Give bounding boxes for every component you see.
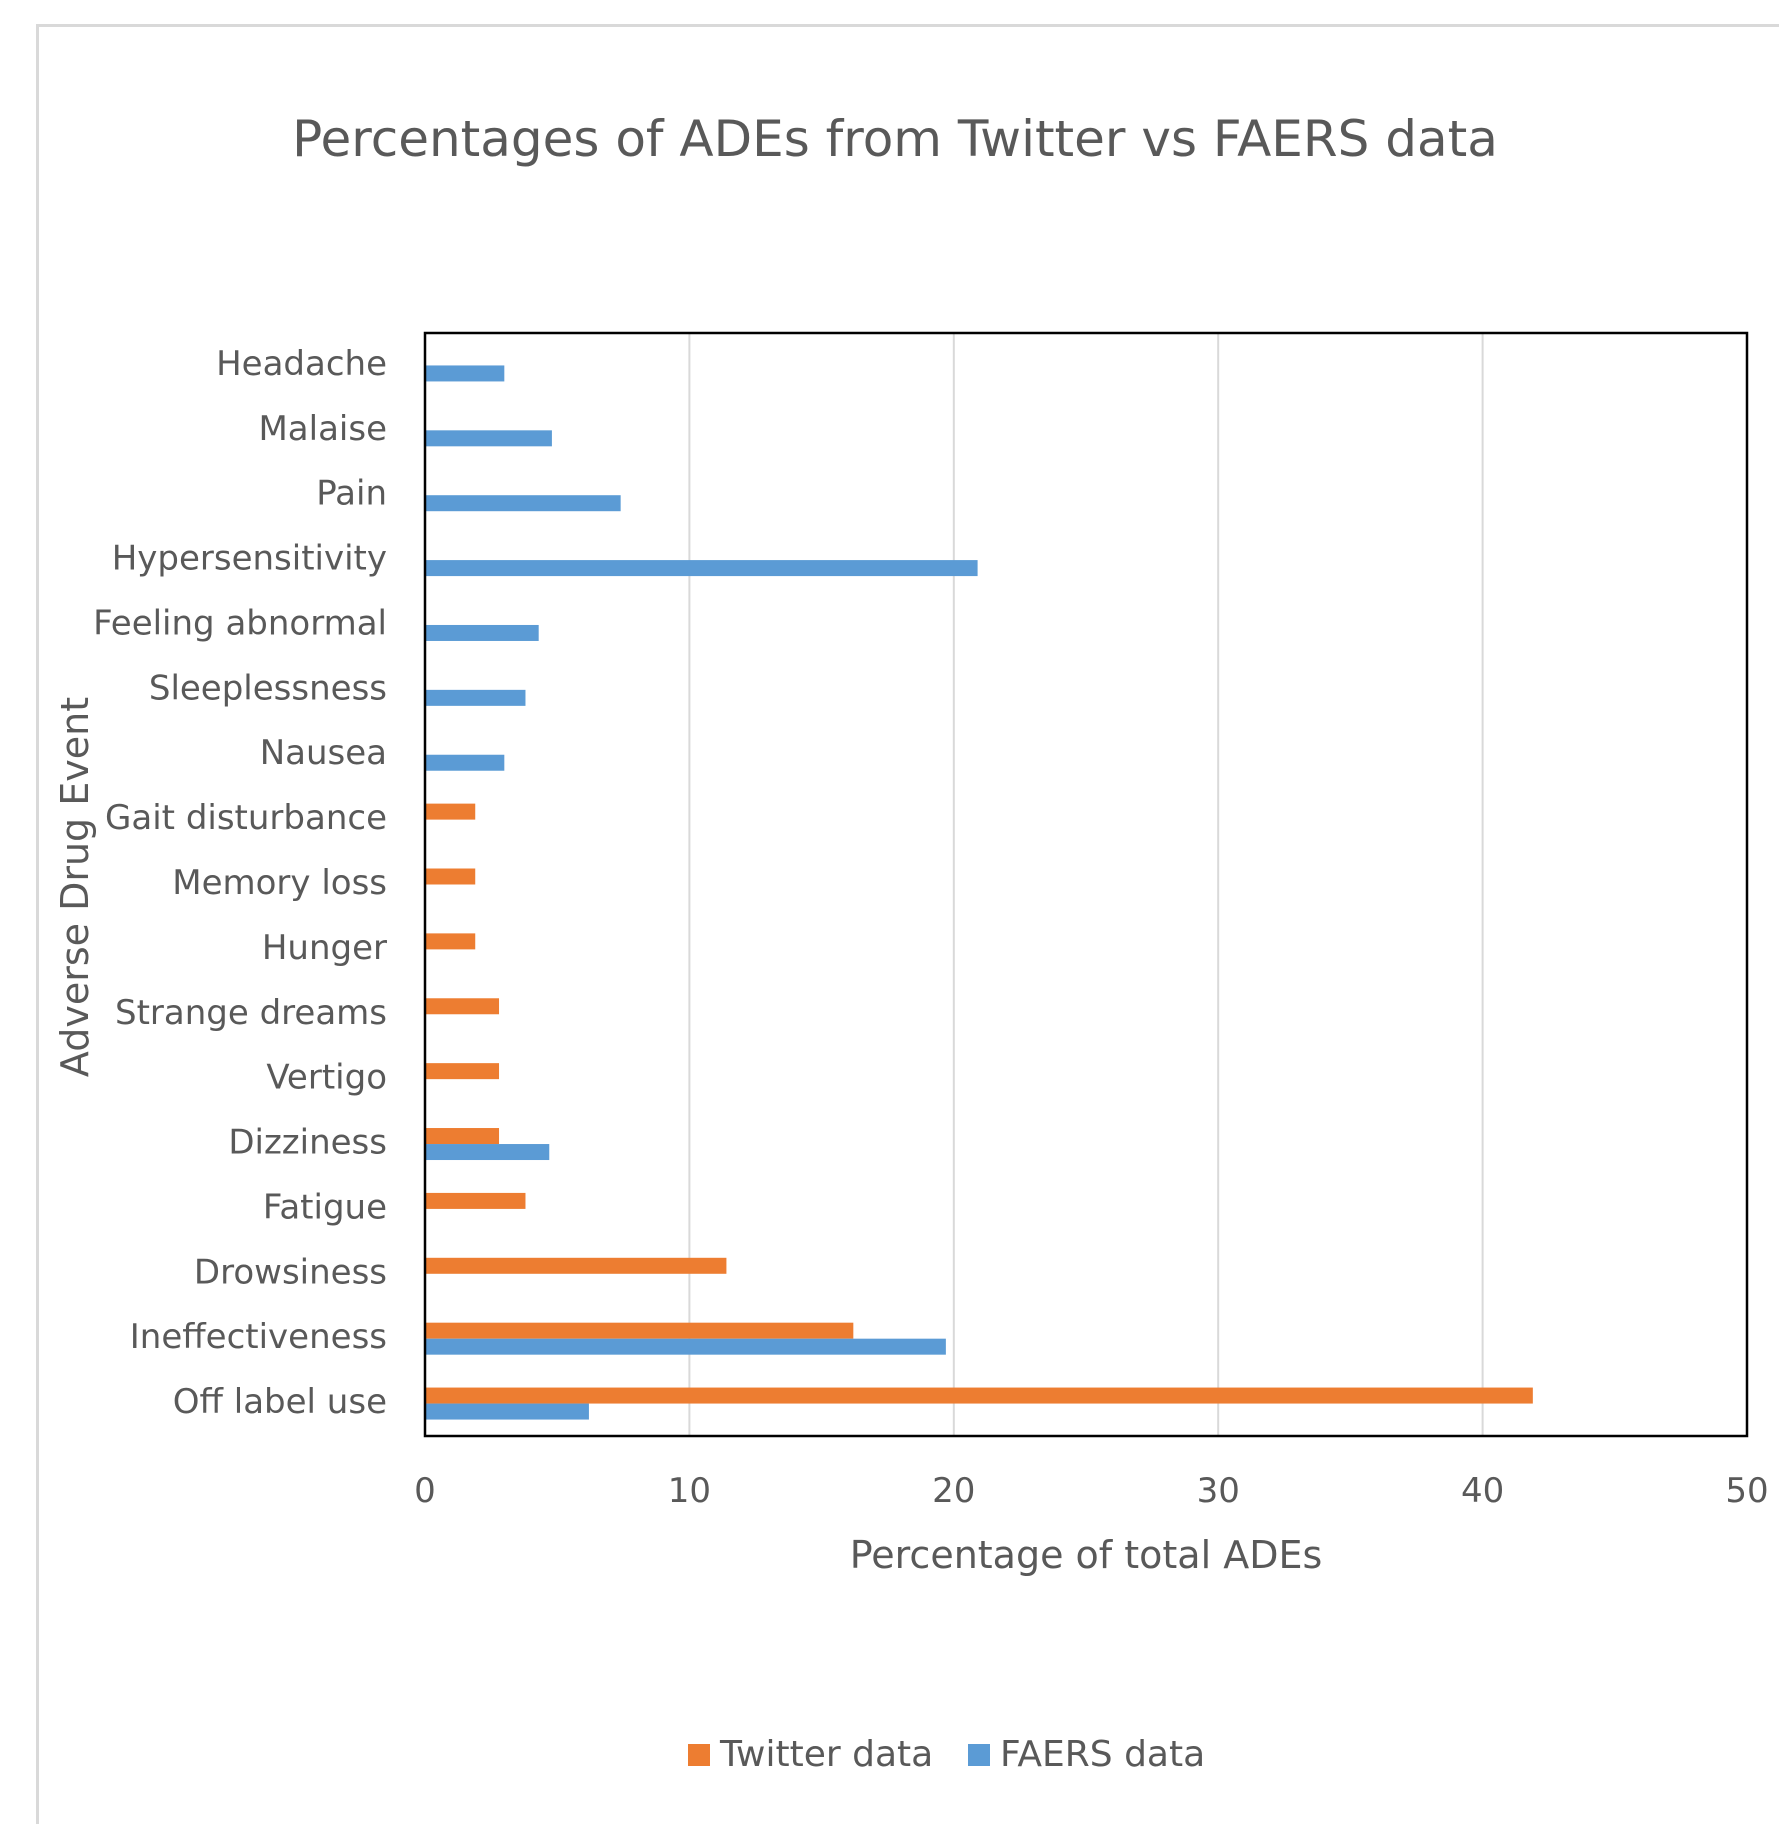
bar-faers [425,1403,589,1420]
category-label: Drowsiness [194,1252,387,1292]
plot-area-border [423,331,1749,1438]
chart-frame [36,24,1779,1824]
category-labels: Headache Malaise Pain Hypersensitivity Feeli… [93,344,387,1422]
category-label: Sleeplessness [149,668,387,708]
bar-faers [425,560,978,577]
category-label: Ineffectiveness [130,1317,387,1357]
bar-twitter [425,1257,727,1274]
category-label: Off label use [173,1382,387,1422]
category-label: Hunger [262,928,387,968]
category-label: Headache [216,344,387,384]
legend-label: Twitter data [719,1734,933,1775]
gridlines [688,333,1484,1436]
legend-label: FAERS data [1000,1734,1205,1775]
bar-faers [425,430,552,447]
bar-faers [425,754,505,771]
category-label: Hypersensitivity [112,539,387,579]
legend-swatch [688,1744,710,1766]
x-tick-label: 0 [414,1471,436,1511]
category-label: Vertigo [266,1058,387,1098]
bar-twitter [425,803,476,820]
category-label: Strange dreams [115,993,387,1033]
category-label: Nausea [260,733,387,773]
bar-faers [425,365,505,382]
chart-title: Percentages of ADEs from Twitter vs FAER… [292,110,1498,168]
bar-faers [425,1144,550,1161]
category-label: Malaise [258,409,387,449]
category-label: Feeling abnormal [93,603,387,643]
category-label: Gait disturbance [105,798,387,838]
bar-twitter [425,933,476,950]
x-axis-title: Percentage of total ADEs [850,1533,1323,1577]
x-tick-label: 20 [932,1471,975,1511]
bar-faers [425,1338,946,1355]
bar-twitter [425,868,476,885]
bar-faers [425,495,621,512]
category-label: Memory loss [172,863,387,903]
x-tick-label: 50 [1725,1471,1768,1511]
bar-faers [425,689,526,706]
x-tick-label: 10 [668,1471,711,1511]
bar-twitter [425,1063,500,1080]
category-label: Pain [316,474,387,514]
x-tick-label: 40 [1461,1471,1504,1511]
bar-twitter [425,1192,526,1209]
x-tick-label: 30 [1197,1471,1240,1511]
x-tick-labels: 0 10 20 30 40 50 [414,1471,1768,1511]
category-label: Dizziness [228,1123,387,1163]
bar-twitter [425,1322,854,1339]
bars [425,365,1533,1420]
legend-swatch [968,1744,990,1766]
bar-twitter [425,1387,1533,1404]
legend: Twitter data FAERS data [688,1734,1205,1775]
bar-faers [425,624,539,641]
category-label: Fatigue [263,1187,387,1227]
y-axis-title: Adverse Drug Event [53,697,97,1077]
bar-twitter [425,1128,500,1145]
bar-twitter [425,998,500,1015]
